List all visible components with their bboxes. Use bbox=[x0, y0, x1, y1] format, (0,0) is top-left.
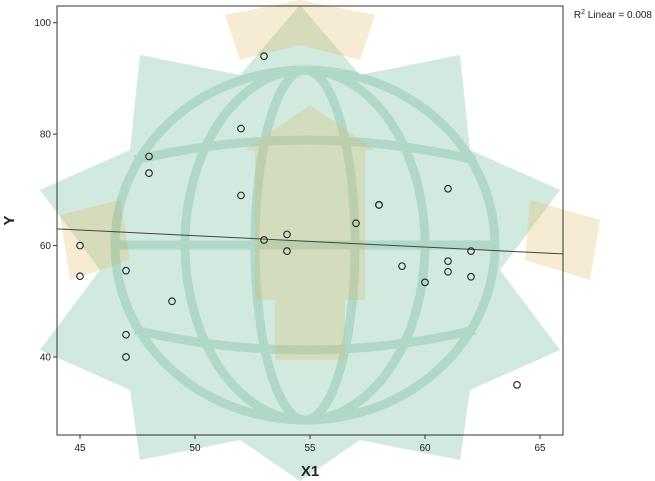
y-tick-label: 40 bbox=[40, 353, 52, 364]
y-axis: 40 60 80 100 bbox=[34, 18, 57, 364]
fit-line-group bbox=[56, 228, 564, 255]
data-point bbox=[76, 241, 84, 250]
data-point bbox=[76, 272, 84, 281]
data-point bbox=[444, 184, 452, 193]
x-tick-label: 60 bbox=[419, 443, 431, 454]
x-tick-label: 50 bbox=[189, 443, 201, 454]
plot-frame bbox=[56, 5, 564, 436]
x-tick-label: 65 bbox=[534, 443, 546, 454]
data-point bbox=[122, 353, 130, 361]
data-point bbox=[283, 247, 291, 255]
data-point bbox=[513, 381, 521, 389]
x-tick-label: 45 bbox=[74, 443, 86, 454]
watermark-tower bbox=[245, 105, 375, 360]
r2-suffix: Linear = 0.008 bbox=[585, 10, 652, 21]
data-point bbox=[375, 201, 383, 209]
fit-line bbox=[56, 228, 564, 255]
y-tick-label: 80 bbox=[40, 130, 52, 141]
data-point bbox=[467, 272, 475, 281]
data-point bbox=[352, 219, 360, 228]
data-point bbox=[467, 247, 475, 255]
data-point bbox=[398, 262, 406, 271]
data-point bbox=[260, 236, 268, 244]
data-point bbox=[260, 52, 268, 60]
data-point bbox=[283, 230, 291, 239]
y-tick-label: 100 bbox=[34, 18, 51, 29]
data-point bbox=[237, 124, 245, 133]
data-point bbox=[145, 169, 153, 177]
x-tick-label: 55 bbox=[304, 443, 316, 454]
y-axis-title: Y bbox=[1, 215, 18, 225]
data-point bbox=[444, 257, 452, 266]
y-tick-label: 60 bbox=[40, 241, 52, 252]
x-axis-title: X1 bbox=[301, 463, 319, 480]
watermark-star-shape bbox=[40, 5, 560, 481]
r2-prefix: R bbox=[574, 10, 581, 21]
r2-superscript: 2 bbox=[581, 9, 585, 16]
r2-linear-label: R2 Linear = 0.008 bbox=[574, 9, 653, 21]
data-point bbox=[421, 278, 429, 287]
data-point bbox=[168, 297, 176, 306]
data-point bbox=[122, 330, 130, 339]
data-point bbox=[237, 191, 245, 200]
watermark-globe bbox=[110, 65, 500, 425]
data-point bbox=[145, 152, 153, 161]
data-points bbox=[76, 52, 521, 389]
x-axis: 45 50 55 60 65 bbox=[74, 435, 546, 454]
data-point bbox=[122, 266, 130, 275]
data-point bbox=[444, 267, 452, 276]
